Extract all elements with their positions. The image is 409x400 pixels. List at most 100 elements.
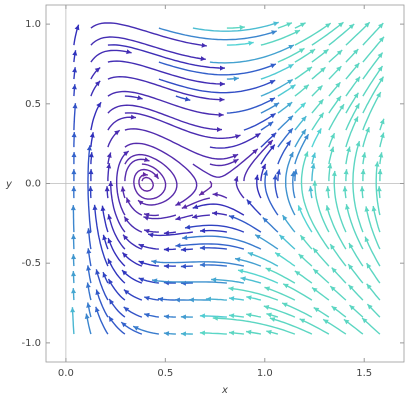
arrowhead [163,247,169,253]
arrowhead [199,313,205,319]
y-tick-label: -0.5 [21,258,41,269]
arrowhead [88,186,94,192]
arrowhead [269,317,276,322]
arrowhead [71,234,77,240]
streamline [375,161,381,216]
arrowhead [229,313,235,319]
arrowhead [108,316,114,322]
streamline [175,243,245,250]
arrowhead [336,66,342,72]
arrowhead [282,215,288,221]
arrowhead [262,217,269,223]
arrowhead [228,214,235,220]
arrowhead [267,140,273,146]
arrowhead [233,76,239,82]
arrowhead [252,148,258,155]
arrowhead [218,112,224,118]
streamline [362,76,385,114]
arrowhead [71,271,76,277]
arrowhead [272,174,278,180]
arrowhead [348,284,354,291]
arrowhead [339,104,344,110]
arrowhead [108,181,114,187]
arrowhead [313,269,319,275]
y-axis-label: y [5,179,13,190]
arrowhead [102,234,108,241]
arrowhead [86,302,92,308]
arrowhead [180,314,186,320]
arrowhead [96,102,102,108]
arrowhead [246,312,252,318]
arrowhead [376,92,381,98]
streamline [124,128,239,160]
arrowhead [367,304,373,310]
arrowhead [379,132,385,139]
streamline [158,27,277,41]
arrowhead [122,252,128,258]
arrowhead [199,245,205,251]
arrowhead [72,103,78,109]
arrowhead [335,82,341,88]
streamline [237,269,279,284]
streamline [260,63,294,80]
arrowhead [238,268,244,274]
arrowhead [246,199,252,205]
arrowhead [323,319,329,325]
arrowhead [364,22,370,28]
arrowhead [266,329,272,335]
arrowhead [143,157,150,162]
arrowhead [212,315,218,321]
streamline [364,236,381,267]
arrowhead [86,265,92,271]
arrowhead [130,114,136,120]
arrowhead [126,197,131,204]
streamline [90,49,132,63]
arrowhead [353,116,359,123]
streamline [299,318,330,335]
arrowhead [86,228,92,234]
x-axis-label: x [221,385,228,396]
arrowhead [232,159,239,164]
arrowhead [325,205,331,211]
arrowhead [273,21,279,27]
arrowhead [106,163,112,169]
arrowhead [338,22,344,28]
streamline [277,47,305,63]
arrowhead [100,205,106,211]
arrowhead [144,312,150,318]
arrowhead [364,236,370,243]
arrowhead [275,169,281,175]
arrowhead [133,326,139,331]
arrowhead [359,186,365,192]
arrowhead [70,205,76,211]
arrowhead [320,67,326,73]
arrowhead [301,116,307,122]
arrowhead [86,248,92,254]
arrowhead [353,92,359,99]
arrowhead [94,80,101,87]
streamline [282,283,313,301]
streamline [107,60,225,85]
streamline [297,205,313,233]
arrowhead [303,134,309,140]
arrowhead [123,234,129,241]
streamline [311,21,344,46]
arrowhead [264,286,271,292]
arrowhead [273,102,280,108]
arrowhead [263,170,268,176]
streamline [192,203,245,216]
arrowhead [142,171,148,177]
streamline [107,104,222,131]
arrowhead [246,329,252,335]
arrowhead [287,128,293,134]
x-tick-label: 0.5 [157,368,173,379]
arrowhead [88,169,94,175]
arrowhead [344,204,350,210]
arrowhead [233,176,239,182]
arrowhead [199,190,205,196]
arrowhead [86,145,92,151]
arrowhead [378,36,384,43]
arrowhead [228,286,234,292]
arrowhead [378,23,384,29]
arrowhead [323,49,329,55]
